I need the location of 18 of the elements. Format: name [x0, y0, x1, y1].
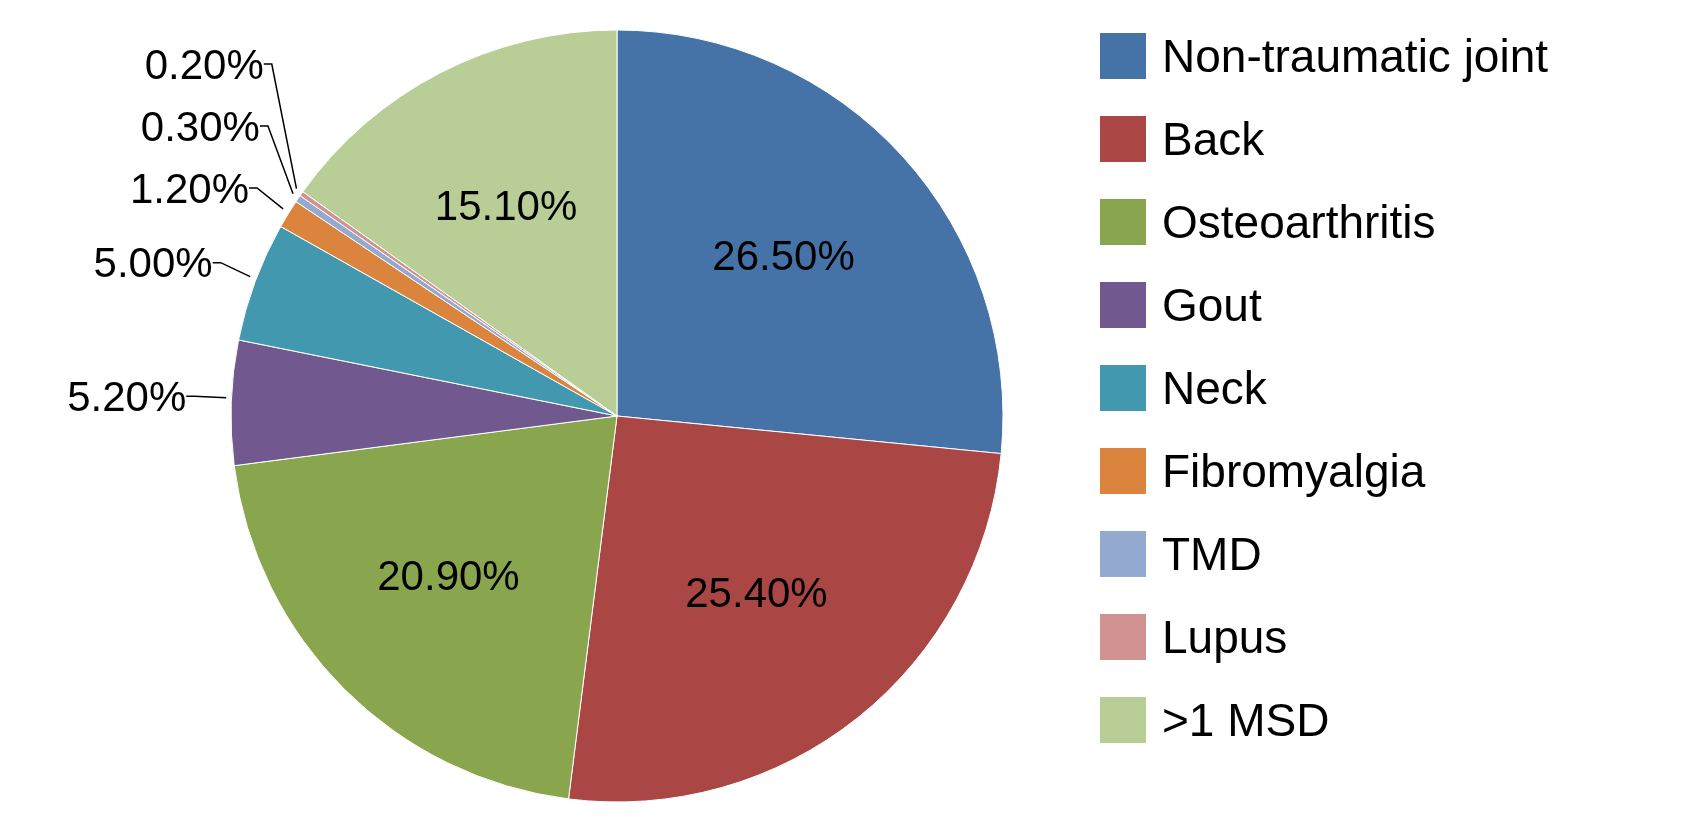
legend-label: Non-traumatic joint: [1162, 28, 1549, 83]
legend-label: Fibromyalgia: [1162, 443, 1426, 498]
data-label: 25.40%: [685, 568, 828, 616]
legend-label: TMD: [1162, 526, 1262, 581]
data-label: 1.20%: [129, 164, 250, 212]
legend-label: Neck: [1162, 360, 1267, 415]
data-label: 5.00%: [93, 239, 213, 287]
data-label: 0.20%: [144, 40, 264, 88]
data-label: 5.20%: [67, 372, 187, 420]
data-label: 20.90%: [377, 551, 520, 599]
legend-label: Lupus: [1162, 609, 1288, 664]
legend-label: Osteoarthritis: [1162, 194, 1436, 249]
data-label: 26.50%: [712, 231, 855, 279]
legend-label: Gout: [1162, 277, 1262, 332]
legend-label: >1 MSD: [1162, 692, 1330, 747]
legend-label: Back: [1162, 111, 1265, 166]
data-label: 15.10%: [434, 181, 578, 229]
data-label: 0.30%: [140, 102, 260, 150]
